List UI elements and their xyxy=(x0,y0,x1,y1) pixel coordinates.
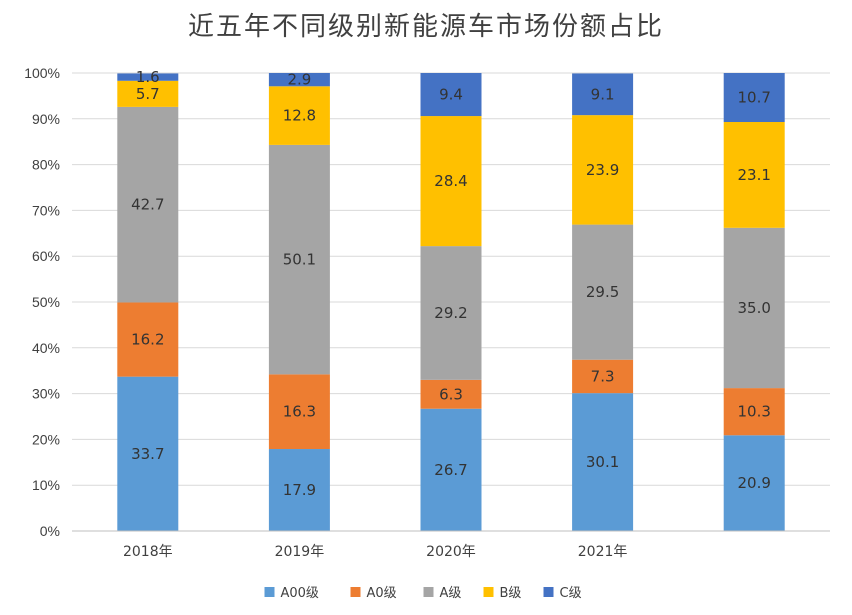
y-tick-label: 80% xyxy=(32,157,60,173)
y-tick-label: 0% xyxy=(40,523,60,539)
bar-segment xyxy=(117,80,179,107)
y-tick-label: 70% xyxy=(32,202,60,218)
x-category-label: 2019年 xyxy=(275,544,325,560)
data-label: 5.7 xyxy=(136,85,160,103)
bar-segment xyxy=(117,302,179,377)
data-label: 35.0 xyxy=(737,299,770,317)
bar-segment xyxy=(268,86,330,145)
data-label: 9.4 xyxy=(439,86,463,104)
data-label: 23.9 xyxy=(586,161,619,179)
x-category-label: 2018年 xyxy=(123,544,173,560)
data-label: 7.3 xyxy=(591,367,615,385)
y-tick-label: 50% xyxy=(32,294,60,310)
legend-swatch xyxy=(483,587,494,597)
chart-title: 近五年不同级别新能源车市场份额占比 xyxy=(187,12,664,42)
bar-segment xyxy=(117,73,179,81)
data-label: 50.1 xyxy=(283,251,316,269)
legend-swatch xyxy=(264,587,275,597)
data-label: 28.4 xyxy=(434,172,467,190)
legend-swatch xyxy=(543,587,554,597)
data-label: 2.9 xyxy=(287,71,311,89)
bar-segment xyxy=(117,376,179,531)
bar-segment xyxy=(117,106,179,303)
x-category-label: 2020年 xyxy=(426,544,476,560)
data-label: 16.3 xyxy=(283,403,316,421)
data-label: 30.1 xyxy=(586,453,619,471)
legend-label: A00级 xyxy=(281,586,319,601)
bar-segment xyxy=(268,449,330,531)
bar-segment xyxy=(268,374,330,450)
legend-label: A0级 xyxy=(367,586,397,601)
bar-segment xyxy=(723,227,785,389)
bar-segment xyxy=(572,359,634,394)
x-category-label: 2021年 xyxy=(578,544,628,560)
data-label: 10.3 xyxy=(737,403,770,421)
bar-segment xyxy=(572,224,634,360)
y-tick-label: 100% xyxy=(24,65,60,81)
data-label: 1.6 xyxy=(136,68,160,86)
legend-label: C级 xyxy=(560,586,582,601)
bar-segment xyxy=(572,73,634,116)
bar-segment xyxy=(723,435,785,531)
data-label: 42.7 xyxy=(131,196,164,214)
bar-segment xyxy=(572,393,634,531)
data-label: 6.3 xyxy=(439,385,463,403)
y-tick-label: 90% xyxy=(32,111,60,127)
data-label: 33.7 xyxy=(131,445,164,463)
data-label: 9.1 xyxy=(591,85,615,103)
bar-segment xyxy=(268,73,330,87)
bar-segment xyxy=(723,73,785,123)
data-label: 17.9 xyxy=(283,481,316,499)
data-label: 29.5 xyxy=(586,283,619,301)
y-tick-label: 60% xyxy=(32,248,60,264)
bar-segment xyxy=(420,408,482,531)
data-label: 26.7 xyxy=(434,461,467,479)
legend-swatch xyxy=(350,587,361,597)
data-label: 20.9 xyxy=(737,474,770,492)
bar-segment xyxy=(420,73,482,117)
bar-segment xyxy=(420,116,482,247)
bar-segment xyxy=(572,115,634,225)
y-tick-label: 10% xyxy=(32,477,60,493)
data-label: 10.7 xyxy=(737,89,770,107)
bar-segment xyxy=(420,379,482,409)
data-label: 16.2 xyxy=(131,331,164,349)
bar-segment xyxy=(268,144,330,375)
bar-segment xyxy=(723,122,785,228)
legend-swatch xyxy=(423,587,434,597)
y-tick-label: 20% xyxy=(32,431,60,447)
bar-segment xyxy=(420,246,482,380)
legend-label: A级 xyxy=(440,586,462,601)
legend-label: B级 xyxy=(500,586,522,601)
y-tick-label: 30% xyxy=(32,386,60,402)
data-label: 29.2 xyxy=(434,304,467,322)
bar-segment xyxy=(723,388,785,436)
y-tick-label: 40% xyxy=(32,340,60,356)
data-label: 12.8 xyxy=(283,107,316,125)
data-label: 23.1 xyxy=(737,166,770,184)
